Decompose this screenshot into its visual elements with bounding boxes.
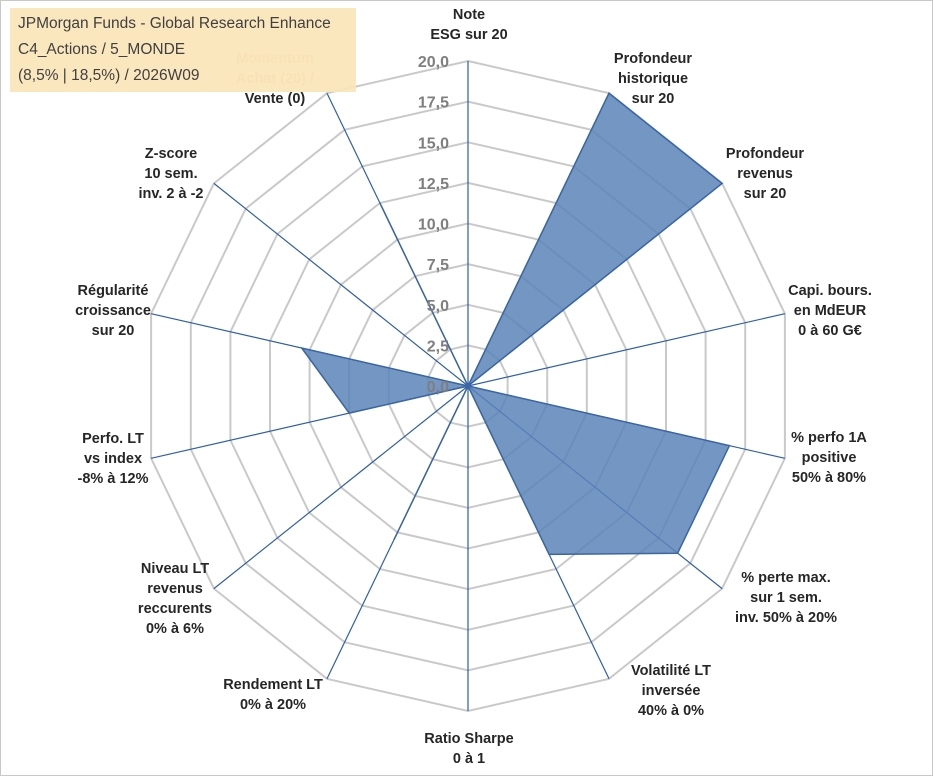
series-area: [299, 92, 731, 556]
axis-label: Profondeur: [726, 146, 804, 162]
axis-label: % perte max.: [741, 570, 830, 586]
axis-label: Volatilité LT: [631, 663, 711, 679]
axis-label: revenus: [147, 581, 203, 597]
axis-label: 0% à 20%: [240, 697, 306, 713]
axis-label: inv. 50% à 20%: [735, 610, 837, 626]
axis-label: 0% à 6%: [146, 621, 204, 637]
axis-label: historique: [618, 71, 688, 87]
axis-labels: Note ESG sur 20 Profondeur historique sur 20…: [75, 7, 872, 767]
axis-label: Perfo. LT: [82, 431, 144, 447]
tick-labels: 0,0 2,5 5,0 7,5 10,0 12,5 15,0 17,5 20,0: [418, 54, 449, 396]
axis-label: Note: [453, 7, 485, 23]
axis-label: Rendement LT: [223, 677, 323, 693]
tick-label: 7,5: [427, 257, 449, 274]
axis-label: inv. 2 à -2: [138, 186, 203, 202]
axis-label: 10 sem.: [144, 166, 197, 182]
axis-label: 0 à 1: [453, 751, 485, 767]
axis-label: croissance: [75, 303, 151, 319]
axis-label: Vente (0): [245, 91, 306, 107]
axis-label: vs index: [84, 451, 142, 467]
axis-label: -8% à 12%: [78, 471, 149, 487]
tick-label: 0,0: [427, 379, 449, 396]
tick-label: 5,0: [427, 298, 449, 315]
axis-label: 50% à 80%: [792, 470, 866, 486]
axis-label: sur 20: [632, 91, 675, 107]
chart-title: JPMorgan Funds - Global Research Enhance…: [10, 8, 356, 92]
axis-label: Profondeur: [614, 51, 692, 67]
axis-spoke: [213, 182, 469, 387]
axis-label: positive: [802, 450, 857, 466]
axis-label: reccurents: [138, 601, 212, 617]
axis-label: % perfo 1A: [791, 430, 867, 446]
axis-label: 40% à 0%: [638, 703, 704, 719]
axis-label: Niveau LT: [141, 561, 209, 577]
title-line: JPMorgan Funds - Global Research Enhance: [18, 15, 331, 32]
axis-label: sur 20: [744, 186, 787, 202]
tick-label: 20,0: [418, 54, 449, 71]
data-series: [299, 92, 731, 556]
title-box: [10, 8, 356, 92]
axis-label: sur 1 sem.: [750, 590, 822, 606]
axis-label: Z-score: [145, 146, 197, 162]
tick-label: 12,5: [418, 176, 449, 193]
axis-label: 0 à 60 G€: [798, 323, 862, 339]
axis-label: ESG sur 20: [430, 27, 507, 43]
title-line: C4_Actions / 5_MONDE: [18, 41, 185, 58]
axis-label: inversée: [642, 683, 701, 699]
axis-label: Ratio Sharpe: [424, 731, 513, 747]
tick-label: 10,0: [418, 217, 449, 234]
tick-label: 17,5: [418, 95, 449, 112]
title-line: (8,5% | 18,5%) / 2026W09: [18, 67, 200, 84]
axis-spoke: [213, 385, 469, 590]
axis-spoke: [467, 313, 786, 387]
tick-label: 15,0: [418, 135, 449, 152]
axis-label: Régularité: [78, 283, 149, 299]
axis-label: revenus: [737, 166, 793, 182]
axis-label: Capi. bours.: [788, 283, 872, 299]
tick-label: 2,5: [427, 338, 449, 355]
axis-label: en MdEUR: [794, 303, 867, 319]
axis-label: sur 20: [92, 323, 135, 339]
